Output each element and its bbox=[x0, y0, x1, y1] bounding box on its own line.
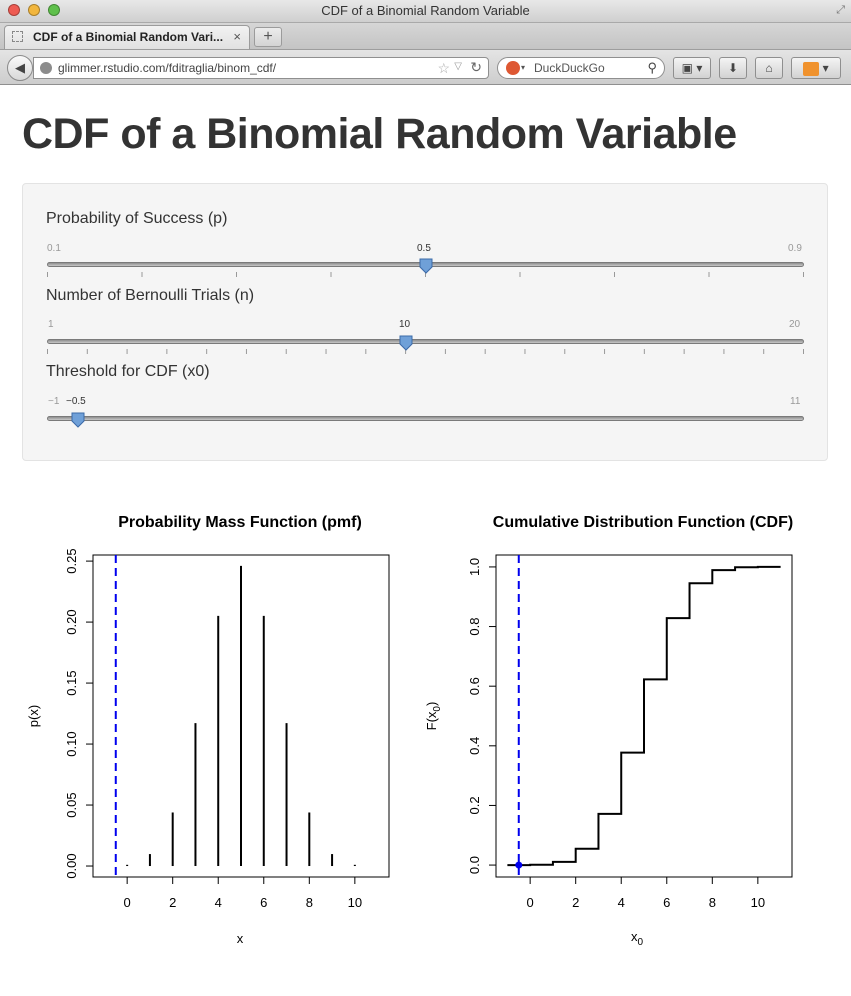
duck-icon[interactable] bbox=[506, 61, 520, 75]
cdf-ytick-label: 0.6 bbox=[467, 677, 482, 695]
zoom-window-button[interactable] bbox=[48, 4, 60, 16]
slider-p-max: 0.9 bbox=[788, 243, 802, 254]
plots-area: Probability Mass Function (pmf) 0 2 4 6 8 10 … bbox=[26, 514, 793, 948]
pmf-ytick-label: 0.15 bbox=[64, 670, 79, 695]
page-title: CDF of a Binomial Random Variable bbox=[22, 110, 737, 158]
slider-x0-max: 11 bbox=[790, 396, 801, 407]
slider-n-handle[interactable] bbox=[399, 335, 413, 351]
pmf-plot: Probability Mass Function (pmf) 0 2 4 6 8 10 … bbox=[26, 514, 390, 946]
cdf-plot: Cumulative Distribution Function (CDF) 0… bbox=[424, 514, 793, 948]
tab-bar: CDF of a Binomial Random Vari... × + bbox=[0, 23, 851, 50]
window-titlebar: CDF of a Binomial Random Variable ⤢ bbox=[0, 0, 851, 23]
window-title: CDF of a Binomial Random Variable bbox=[321, 3, 530, 18]
slider-x0-label: Threshold for CDF (x0) bbox=[46, 363, 210, 380]
pmf-ytick-label: 0.25 bbox=[64, 548, 79, 573]
pmf-xtick-label: 10 bbox=[348, 895, 362, 910]
slider-p-handle[interactable] bbox=[419, 258, 433, 274]
cdf-ytick-label: 1.0 bbox=[467, 558, 482, 576]
slider-x0-handle[interactable] bbox=[71, 412, 85, 428]
pmf-ytick-label: 0.20 bbox=[64, 609, 79, 634]
home-button[interactable]: ⌂ bbox=[755, 57, 783, 79]
pmf-xtick-label: 8 bbox=[306, 895, 313, 910]
cdf-ytick-label: 0.2 bbox=[467, 796, 482, 814]
search-placeholder: DuckDuckGo bbox=[534, 61, 605, 75]
slider-n-ticks bbox=[47, 349, 804, 354]
slider-p-value: 0.5 bbox=[417, 243, 431, 254]
cdf-xlabel-main: x bbox=[631, 929, 638, 944]
tab-favicon-icon bbox=[12, 31, 23, 42]
cdf-ytick-label: 0.8 bbox=[467, 618, 482, 636]
slider-n-min: 1 bbox=[48, 319, 54, 330]
home-icon: ⌂ bbox=[765, 61, 773, 75]
globe-icon bbox=[40, 62, 52, 74]
pmf-xtick-label: 0 bbox=[124, 895, 131, 910]
cdf-ytick-label: 0.0 bbox=[467, 856, 482, 874]
new-tab-button[interactable]: + bbox=[254, 27, 282, 47]
pmf-ytick-label: 0.05 bbox=[64, 792, 79, 817]
slider-n-max: 20 bbox=[789, 319, 801, 330]
bookmarks-button[interactable]: ▣ ▾ bbox=[673, 57, 711, 79]
navigation-toolbar: ◀ glimmer.rstudio.com/fditraglia/binom_c… bbox=[0, 50, 851, 85]
slider-x0-value: −0.5 bbox=[66, 396, 86, 407]
slider-n-value: 10 bbox=[399, 319, 411, 330]
pmf-title: Probability Mass Function (pmf) bbox=[118, 514, 362, 531]
cdf-ylabel: F(x0) bbox=[424, 702, 443, 731]
input-panel: Probability of Success (p) 0.1 0.9 0.5 N… bbox=[22, 183, 828, 461]
cdf-ylabel-main: F(x bbox=[424, 711, 439, 730]
cdf-xtick-label: 4 bbox=[618, 895, 625, 910]
pmf-xtick-label: 6 bbox=[260, 895, 267, 910]
tab-binom-cdf[interactable]: CDF of a Binomial Random Vari... × bbox=[4, 25, 250, 49]
cdf-ylabel-close: ) bbox=[424, 702, 439, 706]
downloads-button[interactable]: ⬇ bbox=[719, 57, 747, 79]
magnifier-icon[interactable]: ⚲ bbox=[647, 60, 657, 75]
cdf-step-line bbox=[507, 565, 781, 867]
search-input[interactable]: ▾ DuckDuckGo ⚲ bbox=[497, 57, 665, 79]
download-icon: ⬇ bbox=[727, 61, 739, 75]
reload-icon[interactable]: ↻ bbox=[470, 59, 482, 75]
pmf-xtick-label: 4 bbox=[215, 895, 222, 910]
cdf-xlabel-sub: 0 bbox=[637, 937, 643, 948]
slider-p-label: Probability of Success (p) bbox=[46, 210, 228, 227]
pmf-ytick-label: 0.10 bbox=[64, 731, 79, 756]
pmf-ylabel: p(x) bbox=[26, 705, 41, 727]
cdf-xtick-label: 0 bbox=[527, 895, 534, 910]
cdf-threshold-point bbox=[515, 861, 523, 869]
cdf-ytick-label: 0.4 bbox=[467, 737, 482, 755]
pmf-frame bbox=[92, 554, 390, 878]
back-button[interactable]: ◀ bbox=[7, 55, 33, 81]
cdf-xtick-label: 6 bbox=[663, 895, 670, 910]
pmf-xlabel: x bbox=[237, 931, 244, 946]
cdf-xtick-label: 8 bbox=[709, 895, 716, 910]
slider-n-label: Number of Bernoulli Trials (n) bbox=[46, 287, 255, 304]
tab-label: CDF of a Binomial Random Vari... bbox=[33, 30, 224, 44]
pmf-xtick-label: 2 bbox=[169, 895, 176, 910]
tab-close-icon[interactable]: × bbox=[233, 29, 241, 44]
slider-n-track[interactable] bbox=[47, 339, 804, 344]
pmf-ytick-label: 0.00 bbox=[64, 853, 79, 878]
cdf-xtick-label: 2 bbox=[572, 895, 579, 910]
back-arrow-icon: ◀ bbox=[15, 60, 25, 75]
slider-p-ticks bbox=[47, 272, 804, 277]
cdf-xtick-label: 10 bbox=[751, 895, 765, 910]
star-icon[interactable]: ☆ bbox=[437, 60, 450, 76]
cdf-title: Cumulative Distribution Function (CDF) bbox=[493, 514, 793, 531]
bookmarks-icon: ▣ ▾ bbox=[681, 61, 703, 75]
rss-button[interactable]: ▾ bbox=[791, 57, 841, 79]
slider-p-min: 0.1 bbox=[47, 243, 61, 254]
url-bar[interactable]: glimmer.rstudio.com/fditraglia/binom_cdf… bbox=[33, 57, 489, 79]
chevron-down-icon[interactable]: ▽ bbox=[454, 61, 462, 72]
cdf-xlabel: x0 bbox=[631, 929, 644, 948]
slider-x0-min: −1 bbox=[48, 396, 60, 407]
rss-icon bbox=[803, 61, 820, 76]
close-window-button[interactable] bbox=[8, 4, 20, 16]
cdf-frame bbox=[495, 554, 793, 878]
search-engine-dropdown-icon[interactable]: ▾ bbox=[521, 63, 526, 72]
minimize-window-button[interactable] bbox=[28, 4, 40, 16]
fullscreen-icon[interactable]: ⤢ bbox=[836, 4, 845, 16]
slider-x0-track[interactable] bbox=[47, 416, 804, 421]
cdf-ylabel-sub: 0 bbox=[432, 706, 443, 712]
url-text[interactable]: glimmer.rstudio.com/fditraglia/binom_cdf… bbox=[58, 61, 277, 75]
